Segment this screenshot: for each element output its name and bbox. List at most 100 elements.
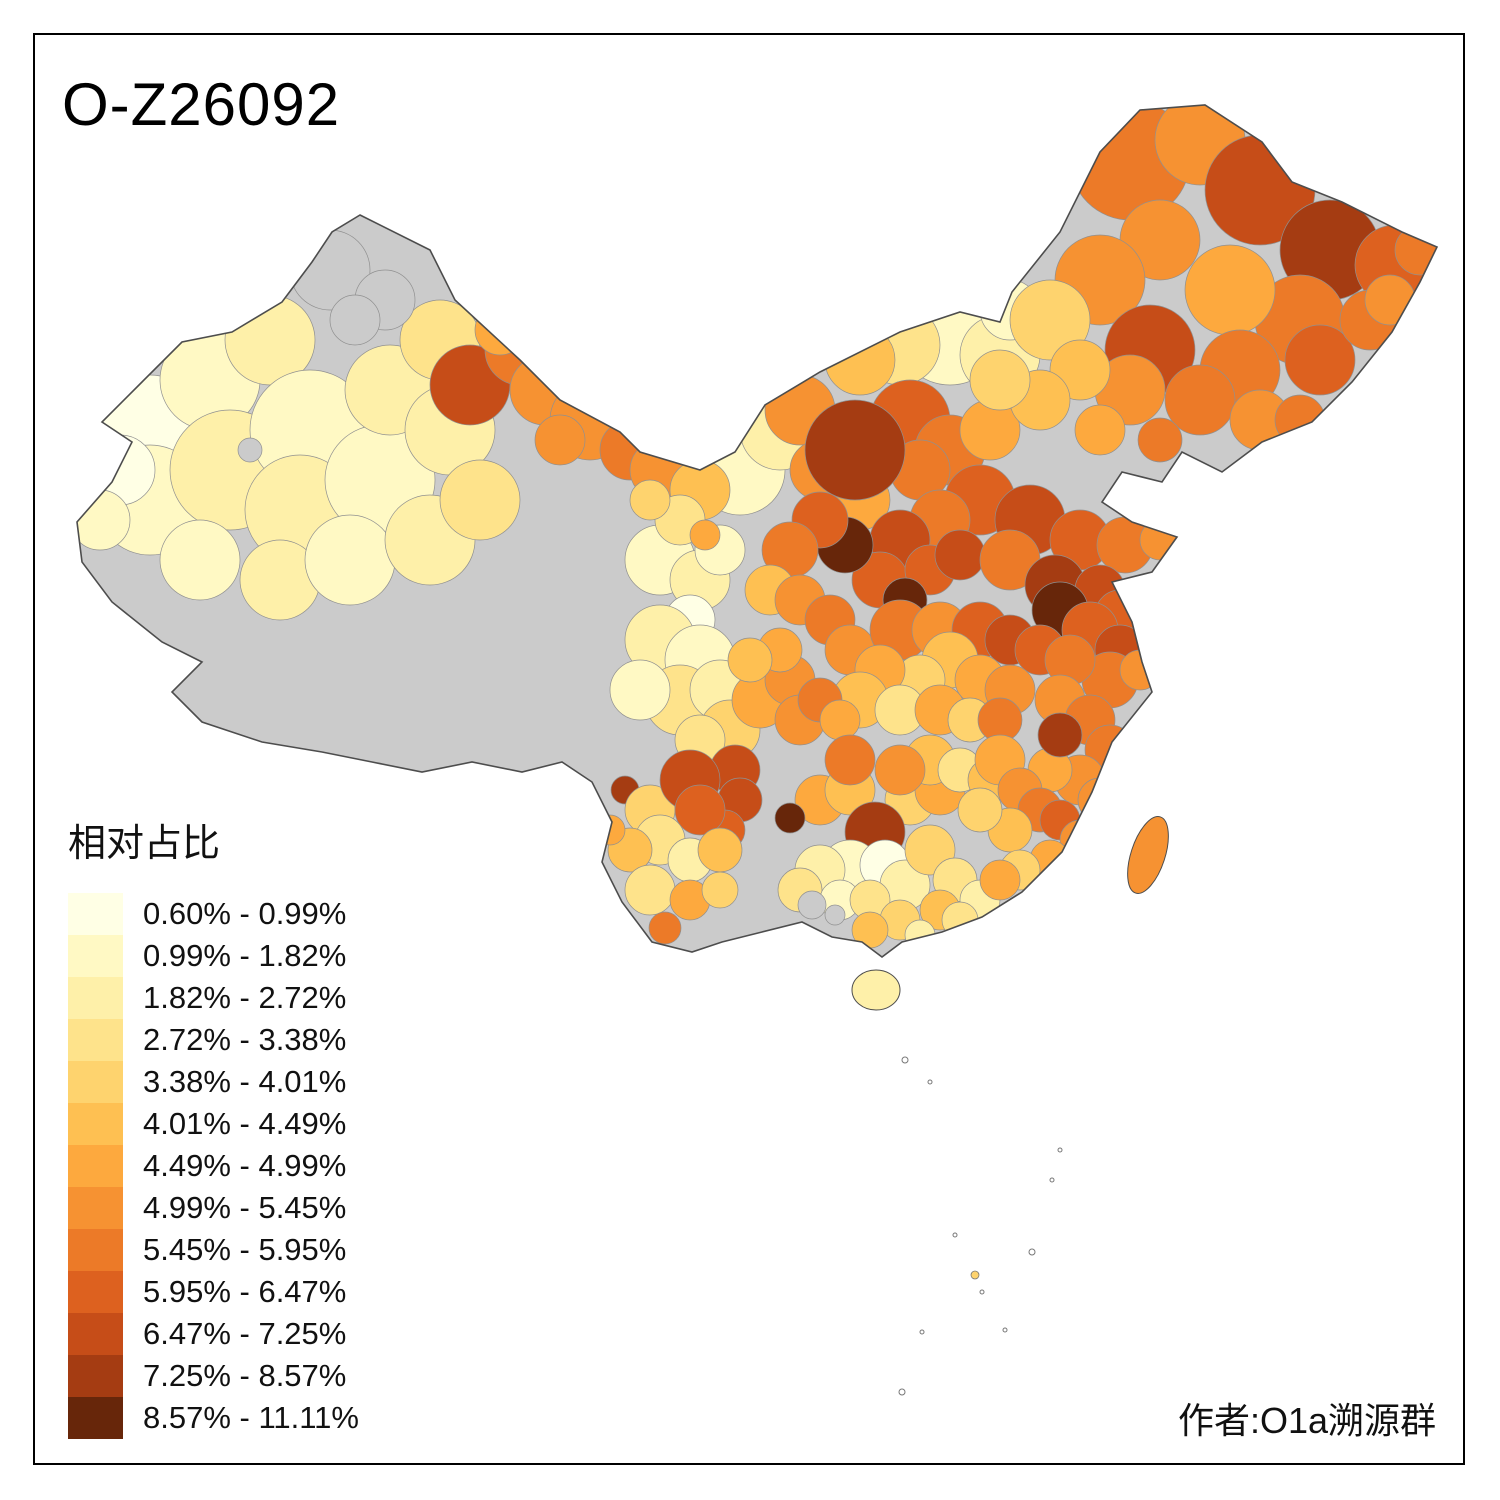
prefecture-patch <box>979 859 1021 901</box>
legend-swatch <box>68 1061 123 1103</box>
islet-highlight <box>970 1270 980 1280</box>
legend-label: 0.60% - 0.99% <box>143 896 347 931</box>
islet-outline <box>1049 1177 1055 1183</box>
legend-label: 4.99% - 5.45% <box>143 1190 347 1225</box>
prefecture-patch <box>629 479 671 521</box>
prefecture-patch <box>959 399 1021 461</box>
islet-outline <box>927 1079 933 1085</box>
legend-item: 5.45% - 5.95% <box>68 1229 468 1271</box>
legend-label: 4.49% - 4.99% <box>143 1148 347 1183</box>
islet-outline <box>1057 1147 1063 1153</box>
prefecture-patch <box>934 529 986 581</box>
legend-label: 5.45% - 5.95% <box>143 1232 347 1267</box>
legend: 相对占比 0.60% - 0.99% 0.99% - 1.82% 1.82% - 2… <box>68 812 468 1439</box>
legend-items: 0.60% - 0.99% 0.99% - 1.82% 1.82% - 2.72% 2… <box>68 893 468 1439</box>
legend-label: 6.47% - 7.25% <box>143 1316 347 1351</box>
prefecture-patch <box>819 699 861 741</box>
legend-swatch <box>68 1313 123 1355</box>
legend-swatch <box>68 935 123 977</box>
prefecture-patch <box>1059 819 1101 861</box>
prefecture-patch <box>797 890 827 920</box>
legend-title: 相对占比 <box>68 823 221 865</box>
legend-swatch <box>68 977 123 1019</box>
prefecture-patch <box>439 459 521 541</box>
prefecture-patch <box>609 659 671 721</box>
legend-item: 0.60% - 0.99% <box>68 893 468 935</box>
legend-swatch <box>68 1355 123 1397</box>
legend-item: 6.47% - 7.25% <box>68 1313 468 1355</box>
legend-swatch <box>68 1187 123 1229</box>
legend-item: 5.95% - 6.47% <box>68 1271 468 1313</box>
prefecture-patch <box>1364 274 1416 326</box>
prefecture-patch <box>1074 404 1126 456</box>
national-boundary <box>76 104 1439 958</box>
islet-outline <box>979 1289 985 1295</box>
islet-outline <box>901 1056 909 1064</box>
prefecture-patch <box>1009 279 1091 361</box>
prefecture-patch <box>701 871 739 909</box>
prefecture-patch <box>237 437 263 463</box>
islet-outline <box>1028 1248 1036 1256</box>
legend-item: 8.57% - 11.11% <box>68 1397 468 1439</box>
prefecture-patch <box>304 514 396 606</box>
legend-item: 4.01% - 4.49% <box>68 1103 468 1145</box>
prefecture-patch <box>329 294 381 346</box>
prefecture-patch <box>1037 712 1083 758</box>
prefecture-patch <box>727 637 773 683</box>
prefecture-patch <box>648 911 682 945</box>
prefecture-patch <box>804 399 906 501</box>
prefecture-patch <box>1164 364 1236 436</box>
legend-label: 0.99% - 1.82% <box>143 938 347 973</box>
prefecture-patch <box>674 784 726 836</box>
islet-outline <box>919 1329 925 1335</box>
islet-outline <box>1002 1327 1008 1333</box>
author-credit: 作者:O1a溯源群 <box>1178 1400 1437 1441</box>
legend-label: 5.95% - 6.47% <box>143 1274 347 1309</box>
legend-swatch <box>68 1229 123 1271</box>
islet-outline <box>898 1388 906 1396</box>
legend-item: 7.25% - 8.57% <box>68 1355 468 1397</box>
prefecture-patch <box>689 519 721 551</box>
legend-swatch <box>68 1019 123 1061</box>
legend-label: 8.57% - 11.11% <box>143 1400 359 1435</box>
prefecture-patch <box>534 414 586 466</box>
prefecture-patch <box>159 519 241 601</box>
prefecture-patch <box>824 734 876 786</box>
legend-swatch <box>68 893 123 935</box>
prefecture-patch <box>1184 244 1276 336</box>
legend-label: 7.25% - 8.57% <box>143 1358 347 1393</box>
legend-label: 1.82% - 2.72% <box>143 980 347 1015</box>
legend-label: 2.72% - 3.38% <box>143 1022 347 1057</box>
prefecture-patch <box>774 802 806 834</box>
prefecture-patch <box>84 434 156 506</box>
prefecture-patch <box>474 304 526 356</box>
taiwan-island <box>1127 816 1169 894</box>
region-patches <box>77 105 1437 951</box>
legend-item: 1.82% - 2.72% <box>68 977 468 1019</box>
legend-swatch <box>68 1397 123 1439</box>
map-title: O-Z26092 <box>62 71 341 138</box>
prefecture-patch <box>1137 417 1183 463</box>
prefecture-patch <box>851 911 889 949</box>
legend-label: 3.38% - 4.01% <box>143 1064 347 1099</box>
legend-item: 4.49% - 4.99% <box>68 1145 468 1187</box>
prefecture-patch <box>697 827 743 873</box>
plot-border <box>33 33 1465 1465</box>
legend-swatch <box>68 1103 123 1145</box>
hainan-island <box>851 969 901 1011</box>
prefecture-patch <box>824 904 846 926</box>
legend-label: 4.01% - 4.49% <box>143 1106 347 1141</box>
prefecture-patch <box>1274 394 1326 446</box>
legend-item: 4.99% - 5.45% <box>68 1187 468 1229</box>
legend-item: 0.99% - 1.82% <box>68 935 468 977</box>
prefecture-patch <box>957 787 1003 833</box>
islet-outline <box>952 1232 958 1238</box>
prefecture-patch <box>1077 777 1123 823</box>
legend-item: 2.72% - 3.38% <box>68 1019 468 1061</box>
legend-item: 3.38% - 4.01% <box>68 1061 468 1103</box>
south-china-sea-islets <box>898 1056 1063 1396</box>
prefecture-patch <box>874 744 926 796</box>
prefecture-patch <box>824 324 896 396</box>
